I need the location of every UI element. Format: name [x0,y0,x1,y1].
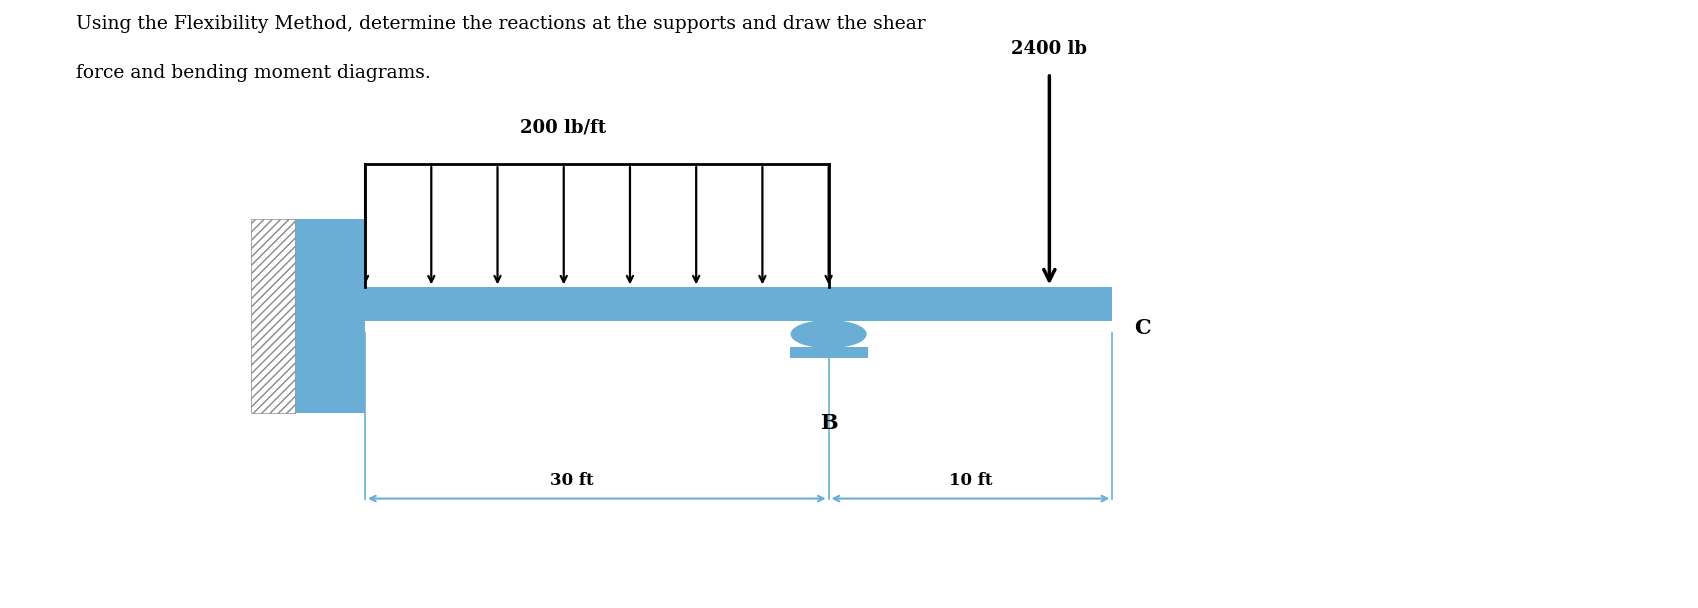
Text: 10 ft: 10 ft [949,472,992,489]
Text: B: B [820,413,837,434]
Bar [251,219,295,413]
Text: C: C [1134,319,1151,338]
Text: 2400 lb: 2400 lb [1012,40,1087,58]
Text: force and bending moment diagrams.: force and bending moment diagrams. [76,64,431,82]
Text: 30 ft: 30 ft [550,472,593,489]
Text: 200 lb/ft: 200 lb/ft [520,119,606,137]
Text: Using the Flexibility Method, determine the reactions at the supports and draw t: Using the Flexibility Method, determine … [76,15,925,33]
Text: A: A [263,343,280,362]
Bar [292,219,365,413]
Bar [790,348,868,359]
Bar [365,288,1112,321]
Circle shape [791,321,866,348]
